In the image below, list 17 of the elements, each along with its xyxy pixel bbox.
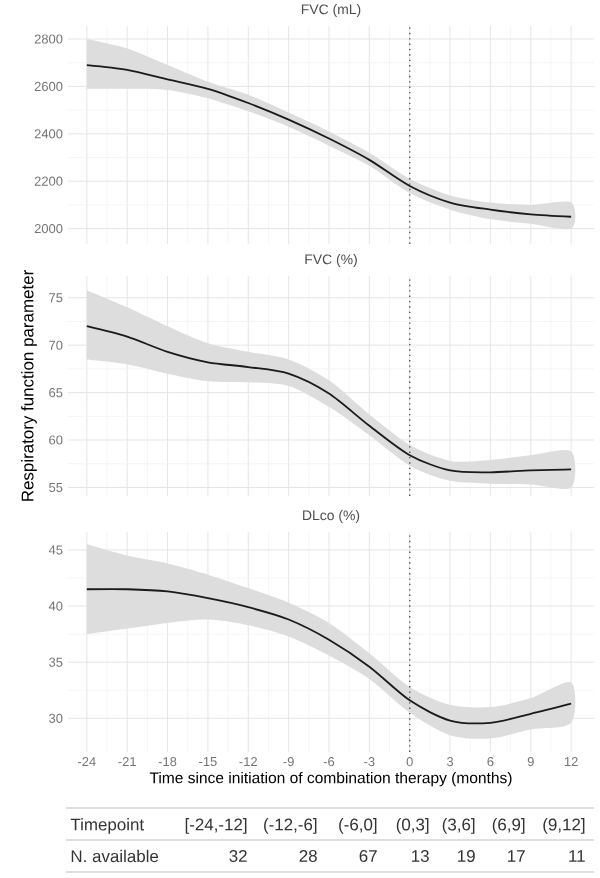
text: 17 <box>508 850 525 862</box>
text: (-12,-6] <box>264 818 317 834</box>
text: (0,3] <box>396 818 429 834</box>
text: N. available <box>71 849 159 863</box>
text: 11 <box>569 850 585 862</box>
text: 19 <box>458 850 475 862</box>
text: Timepoint <box>70 818 145 834</box>
text: 32 <box>229 850 247 862</box>
y-axis-title: Respiratory function parameter <box>21 270 37 501</box>
text: 13 <box>412 850 429 862</box>
text: (3,6] <box>442 818 475 834</box>
text: (6,9] <box>492 818 525 834</box>
text: (-6,0] <box>339 818 377 834</box>
text: 67 <box>359 850 377 862</box>
text: (9,12] <box>543 818 585 834</box>
text: [-24,-12] <box>185 818 247 834</box>
text: 28 <box>299 850 317 862</box>
